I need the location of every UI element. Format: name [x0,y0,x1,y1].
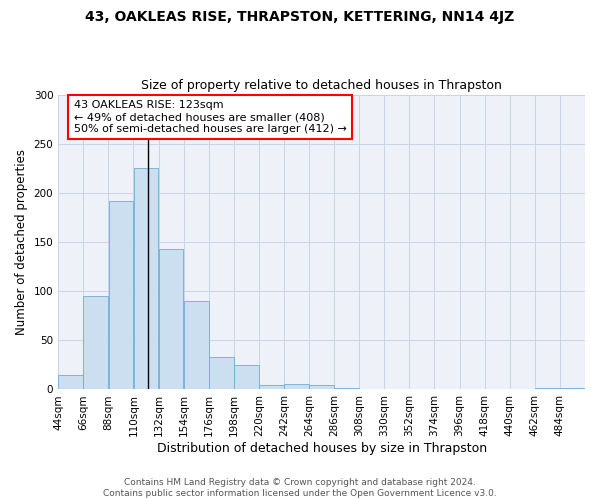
Bar [134,168,158,390]
Text: Contains HM Land Registry data © Crown copyright and database right 2024.
Contai: Contains HM Land Registry data © Crown c… [103,478,497,498]
X-axis label: Distribution of detached houses by size in Thrapston: Distribution of detached houses by size … [157,442,487,455]
Bar [58,374,83,390]
Bar [184,301,209,390]
Bar [259,384,284,390]
Bar [284,384,309,390]
Y-axis label: Number of detached properties: Number of detached properties [15,149,28,335]
Text: 43 OAKLEAS RISE: 123sqm
← 49% of detached houses are smaller (408)
50% of semi-d: 43 OAKLEAS RISE: 123sqm ← 49% of detache… [74,100,347,134]
Bar [158,249,184,390]
Bar [309,384,334,390]
Bar [334,388,359,390]
Title: Size of property relative to detached houses in Thrapston: Size of property relative to detached ho… [141,79,502,92]
Text: 43, OAKLEAS RISE, THRAPSTON, KETTERING, NN14 4JZ: 43, OAKLEAS RISE, THRAPSTON, KETTERING, … [85,10,515,24]
Bar [83,296,108,390]
Bar [109,200,133,390]
Bar [560,388,585,390]
Bar [234,365,259,390]
Bar [209,357,233,390]
Bar [535,388,560,390]
